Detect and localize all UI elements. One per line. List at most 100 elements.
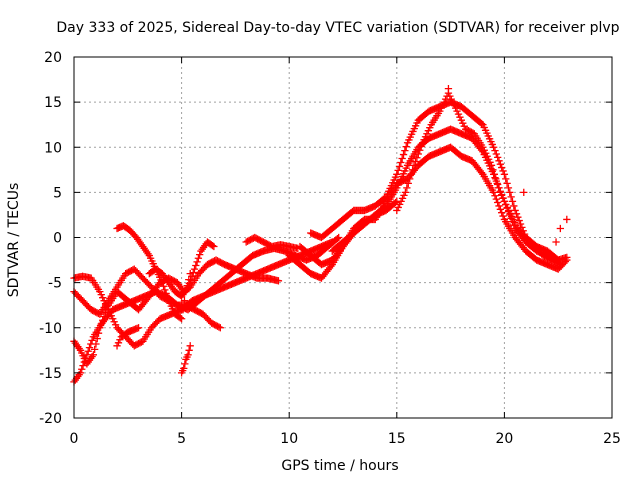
data-point: [181, 360, 189, 368]
data-point: [496, 205, 505, 213]
x-axis-label: GPS time / hours: [281, 458, 398, 474]
data-point: [494, 198, 502, 207]
data-point: [495, 184, 503, 192]
data-point: [190, 265, 199, 273]
data-point: [516, 220, 525, 228]
data-point: [552, 238, 560, 246]
data-point: [413, 119, 421, 127]
data-point: [483, 129, 491, 137]
data-point: [410, 161, 418, 169]
data-point: [417, 142, 425, 151]
y-tick-label: -5: [48, 276, 62, 292]
y-tick-label: 0: [53, 231, 62, 247]
data-point: [485, 135, 494, 143]
data-point: [185, 279, 193, 288]
data-point: [113, 342, 121, 350]
series-track-6: [113, 324, 143, 350]
data-point: [491, 146, 499, 155]
data-point: [381, 194, 389, 202]
data-point: [406, 175, 414, 183]
data-point: [168, 305, 177, 313]
data-point: [499, 167, 507, 175]
data-point: [401, 188, 410, 197]
y-tick-label: 20: [44, 50, 62, 66]
data-point: [444, 84, 453, 93]
data-point: [424, 127, 433, 135]
data-point: [159, 282, 168, 290]
data-point: [489, 166, 497, 174]
data-point: [87, 340, 95, 348]
data-point: [400, 191, 408, 200]
data-point: [184, 351, 192, 359]
data-point: [481, 126, 490, 134]
x-tick-label: 20: [495, 431, 513, 447]
data-point: [333, 234, 342, 243]
x-tick-label: 5: [177, 431, 186, 447]
data-point: [189, 269, 197, 277]
data-point: [165, 297, 173, 305]
data-point: [176, 314, 184, 322]
data-point: [88, 336, 96, 345]
data-point: [454, 110, 463, 118]
data-point: [494, 153, 502, 162]
data-point: [563, 253, 571, 262]
data-point: [404, 179, 412, 187]
data-point: [499, 194, 507, 203]
data-point: [134, 324, 143, 332]
data-point: [508, 197, 517, 206]
data-point: [167, 302, 175, 310]
data-point: [490, 170, 499, 178]
data-point: [114, 339, 123, 347]
data-point: [382, 193, 390, 201]
data-point: [180, 364, 188, 373]
data-point: [179, 306, 187, 314]
data-point: [480, 123, 488, 132]
data-point: [158, 278, 166, 287]
data-point: [146, 254, 155, 262]
data-point: [274, 277, 283, 285]
data-point: [502, 200, 510, 209]
data-point: [406, 133, 414, 141]
data-point: [456, 113, 464, 121]
data-point: [493, 179, 501, 187]
data-point: [556, 260, 565, 269]
data-point: [413, 154, 421, 162]
data-point: [520, 188, 528, 197]
data-point: [426, 124, 434, 132]
data-point: [515, 216, 523, 225]
data-point: [492, 175, 500, 183]
data-point: [393, 184, 401, 192]
data-point: [216, 324, 224, 332]
data-point: [162, 289, 170, 298]
data-point: [97, 291, 105, 299]
series-isolated-points: [444, 84, 571, 246]
data-point: [511, 206, 519, 215]
data-point: [502, 175, 510, 183]
data-point: [398, 154, 406, 163]
data-point: [416, 146, 424, 154]
data-point: [386, 184, 394, 193]
data-point: [157, 276, 165, 284]
data-point: [563, 215, 571, 224]
data-point: [498, 209, 506, 217]
data-point: [84, 347, 92, 355]
data-point: [185, 346, 193, 354]
data-point: [186, 276, 195, 284]
data-point: [488, 140, 496, 149]
data-point: [79, 362, 87, 370]
data-point: [395, 178, 404, 186]
y-tick-label: -15: [39, 366, 62, 382]
data-point: [506, 188, 514, 197]
data-point: [401, 146, 409, 155]
data-point: [208, 241, 217, 250]
data-point: [390, 176, 398, 184]
series-track-9: [242, 233, 302, 252]
data-point: [161, 286, 169, 294]
chart-title: Day 333 of 2025, Sidereal Day-to-day VTE…: [56, 20, 619, 36]
data-point: [487, 137, 495, 146]
data-point: [188, 272, 196, 280]
x-tick-label: 15: [388, 431, 406, 447]
data-point: [397, 158, 405, 167]
data-point: [193, 258, 201, 266]
